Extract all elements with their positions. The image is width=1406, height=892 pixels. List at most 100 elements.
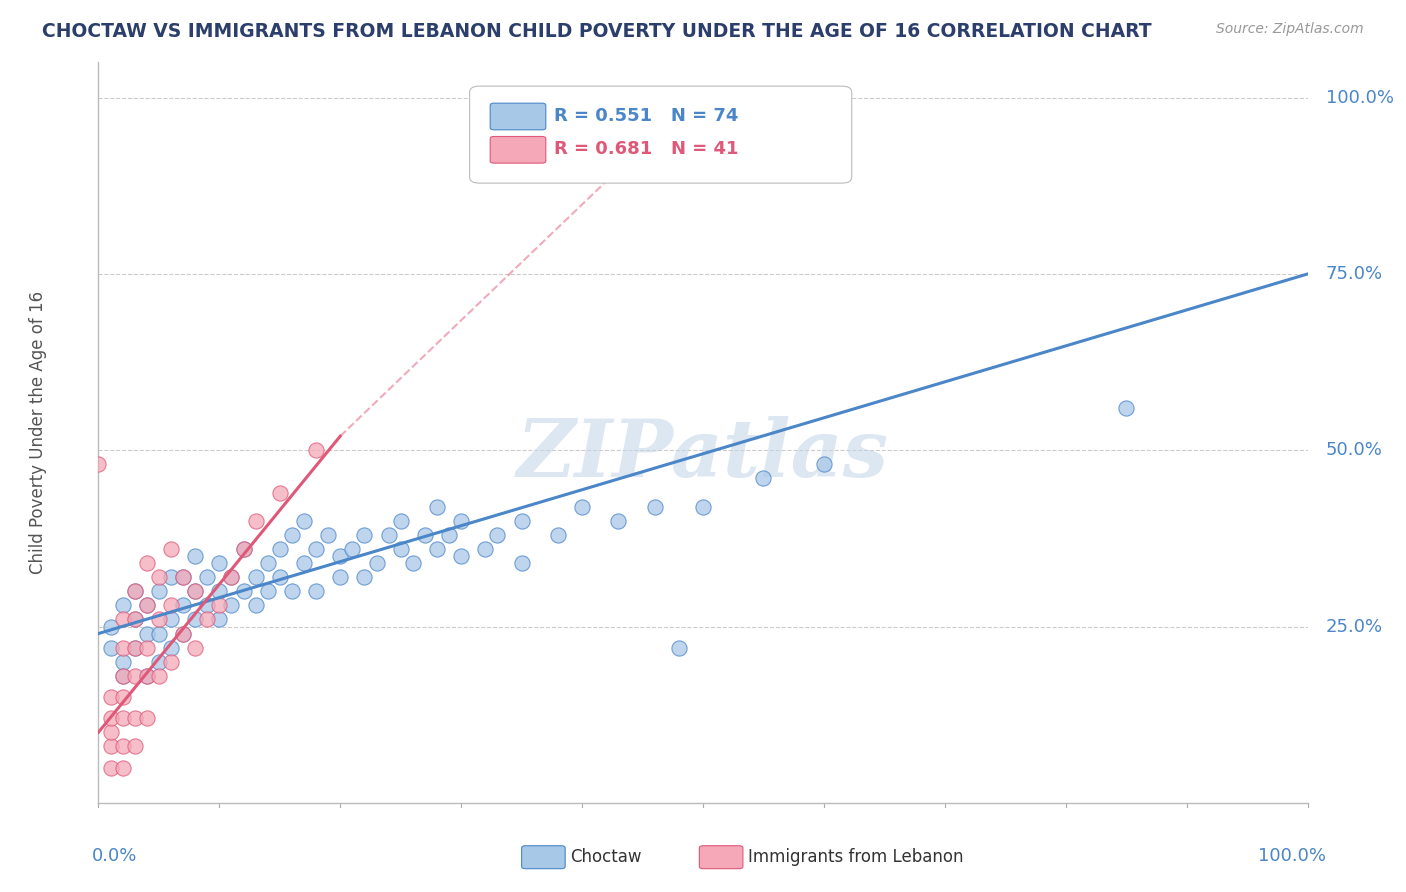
Point [269,485,291,500]
Point [245,514,267,528]
Point [124,711,146,725]
Point [547,528,569,542]
Point [160,612,183,626]
Point [377,528,399,542]
Point [100,739,122,754]
Point [245,570,267,584]
Point [148,584,170,599]
Point [752,471,775,485]
Text: 100.0%: 100.0% [1258,847,1326,865]
Point [426,500,449,514]
Point [100,690,122,704]
Point [160,599,183,613]
Point [208,599,231,613]
Point [450,514,472,528]
Point [100,711,122,725]
Point [184,584,207,599]
Point [100,760,122,774]
Point [644,500,666,514]
Point [208,612,231,626]
Point [195,570,218,584]
Point [402,556,425,570]
Text: R = 0.551   N = 74: R = 0.551 N = 74 [554,107,738,125]
Point [221,570,243,584]
Point [292,556,315,570]
Point [269,541,291,556]
Point [135,669,157,683]
Point [510,514,533,528]
Point [160,541,183,556]
Point [135,599,157,613]
Point [195,599,218,613]
Point [148,655,170,669]
Point [342,541,364,556]
Point [135,640,157,655]
Point [135,626,157,640]
Point [607,514,630,528]
Point [316,528,339,542]
Text: 50.0%: 50.0% [1326,442,1382,459]
Text: ZIPatlas: ZIPatlas [517,416,889,493]
Point [184,640,207,655]
Point [124,640,146,655]
Point [437,528,460,542]
FancyBboxPatch shape [522,846,565,869]
Text: Source: ZipAtlas.com: Source: ZipAtlas.com [1216,22,1364,37]
Point [281,528,304,542]
Point [281,584,304,599]
Point [172,626,194,640]
Point [111,640,134,655]
Point [571,500,593,514]
Point [172,570,194,584]
Point [269,570,291,584]
Point [135,556,157,570]
Point [160,640,183,655]
Point [148,570,170,584]
Point [413,528,436,542]
FancyBboxPatch shape [491,103,546,130]
Text: Choctaw: Choctaw [569,848,641,866]
Point [813,458,835,472]
Point [111,669,134,683]
Point [292,514,315,528]
Point [389,514,412,528]
Point [195,612,218,626]
Point [111,690,134,704]
Point [256,584,278,599]
Point [124,669,146,683]
Point [111,669,134,683]
Point [124,584,146,599]
Point [692,500,714,514]
FancyBboxPatch shape [470,87,852,183]
Point [87,458,110,472]
Point [486,528,509,542]
Point [124,612,146,626]
Point [474,541,496,556]
Point [510,556,533,570]
Text: CHOCTAW VS IMMIGRANTS FROM LEBANON CHILD POVERTY UNDER THE AGE OF 16 CORRELATION: CHOCTAW VS IMMIGRANTS FROM LEBANON CHILD… [42,22,1152,41]
Point [124,640,146,655]
Point [450,549,472,563]
Point [184,584,207,599]
Point [148,612,170,626]
Point [305,443,328,458]
Point [111,612,134,626]
Point [305,541,328,556]
Point [184,612,207,626]
Text: 75.0%: 75.0% [1326,265,1384,283]
Point [353,528,375,542]
FancyBboxPatch shape [699,846,742,869]
Point [160,655,183,669]
Point [111,760,134,774]
Point [111,655,134,669]
Point [100,640,122,655]
Point [184,549,207,563]
Text: 0.0%: 0.0% [93,847,138,865]
Point [232,584,254,599]
Point [172,599,194,613]
Point [668,640,690,655]
Point [366,556,388,570]
Text: 100.0%: 100.0% [1326,88,1393,107]
Point [135,599,157,613]
Point [124,739,146,754]
